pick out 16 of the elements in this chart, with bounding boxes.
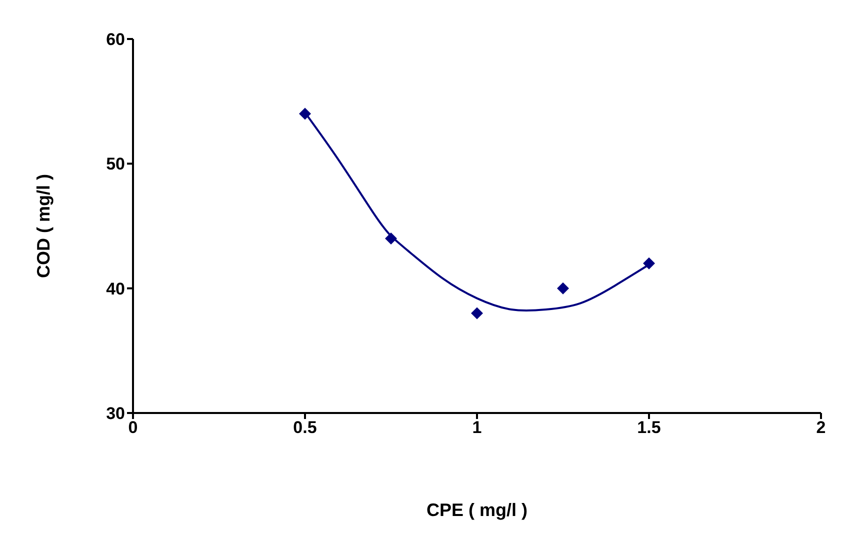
x-tick-label: 1 [472, 418, 482, 438]
y-tick-label: 40 [106, 279, 125, 298]
point [299, 108, 311, 120]
point [557, 282, 569, 294]
y-tick-label: 50 [106, 154, 125, 174]
x-tick-label: 1.5 [637, 418, 661, 438]
y-axis-title: COD ( mg/l ) [33, 174, 54, 278]
x-tick-label: 2 [816, 418, 826, 438]
point [471, 307, 483, 320]
x-axis-title: CPE ( mg/l ) [426, 500, 528, 520]
y-tick-label: 30 [106, 404, 125, 424]
x-tick-label: 0.5 [293, 418, 317, 438]
x-tick-label: 0 [128, 418, 138, 438]
point [643, 257, 655, 270]
y-tick-label: 60 [106, 30, 125, 50]
point [385, 232, 397, 244]
